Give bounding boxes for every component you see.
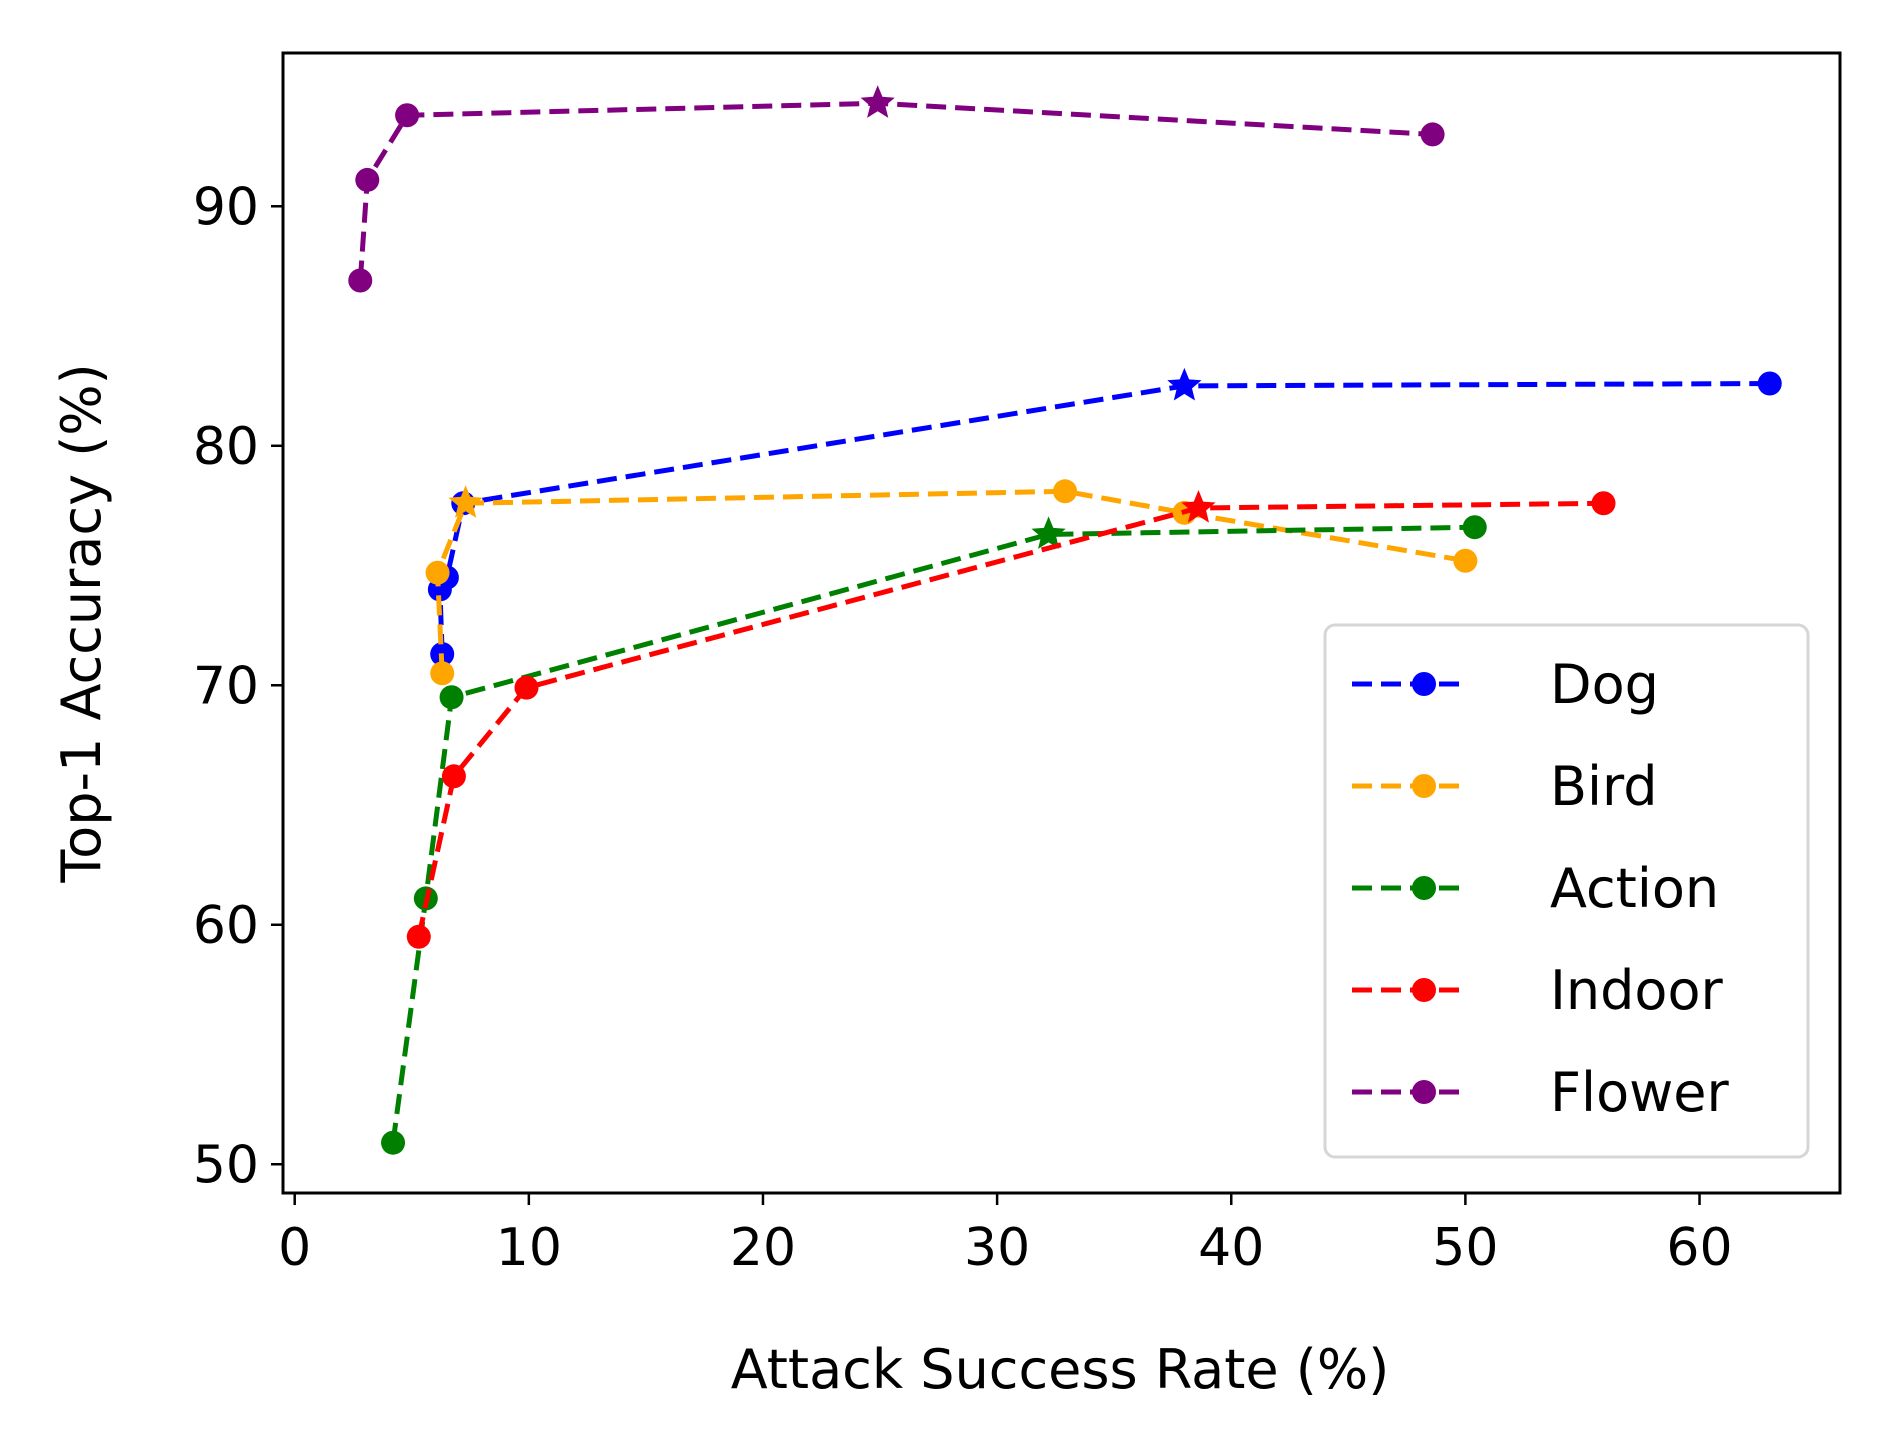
legend: Dog Bird Action Indoor Flower (1323, 623, 1810, 1159)
data-point-action (1462, 515, 1487, 540)
data-point-star-dog (1167, 367, 1202, 401)
legend-marker-action (1412, 876, 1436, 900)
y-axis-label: Top-1 Accuracy (%) (50, 363, 113, 883)
x-tick-label: 20 (730, 1218, 796, 1278)
data-point-indoor (441, 764, 466, 789)
legend-label-flower: Flower (1550, 1061, 1729, 1124)
data-point-indoor (1591, 491, 1616, 516)
series-layer (348, 85, 1782, 1155)
data-point-bird (1053, 479, 1078, 504)
y-tick-label: 90 (193, 177, 259, 237)
data-point-flower (395, 103, 420, 128)
legend-label-bird: Bird (1550, 755, 1658, 818)
y-tick-label: 50 (193, 1135, 259, 1195)
plot-frame (281, 51, 1842, 1195)
data-point-action (381, 1130, 406, 1155)
series-line-flower (357, 100, 1433, 281)
series-line-bird (435, 488, 1466, 674)
x-tick-label: 60 (1666, 1218, 1732, 1278)
series-line-action (390, 524, 1475, 1144)
data-point-dog (1757, 371, 1782, 396)
data-point-bird (1453, 548, 1478, 573)
legend-label-indoor: Indoor (1550, 959, 1724, 1022)
x-tick-label: 50 (1432, 1218, 1498, 1278)
data-point-action (439, 685, 464, 710)
y-tick-label: 70 (193, 656, 259, 716)
series-line-dog (437, 381, 1770, 655)
x-tick-label: 10 (496, 1218, 562, 1278)
data-point-star-action (1031, 516, 1066, 549)
data-point-star-bird (448, 485, 483, 518)
legend-marker-flower (1412, 1080, 1436, 1104)
legend-box (1323, 623, 1810, 1159)
legend-label-dog: Dog (1550, 653, 1659, 716)
x-tick-label: 40 (1198, 1218, 1264, 1278)
legend-label-action: Action (1550, 857, 1719, 920)
legend-marker-bird (1412, 774, 1436, 798)
x-tick-label: 30 (964, 1218, 1030, 1278)
x-tick-label: 0 (278, 1218, 311, 1278)
data-point-star-flower (860, 85, 895, 118)
data-point-flower (1420, 122, 1445, 147)
data-point-indoor (514, 675, 539, 700)
y-tick-label: 80 (193, 417, 259, 477)
x-axis-ticks: 0 10 20 30 40 50 60 (278, 1193, 1733, 1278)
legend-marker-dog (1412, 672, 1436, 696)
x-axis-label: Attack Success Rate (%) (731, 1338, 1390, 1401)
data-point-flower (348, 268, 373, 293)
data-point-bird (430, 661, 455, 686)
legend-marker-indoor (1412, 978, 1436, 1002)
y-axis-ticks: 50 60 70 80 90 (193, 177, 283, 1195)
data-point-indoor (406, 924, 431, 949)
data-point-flower (355, 167, 380, 192)
data-point-star-indoor (1181, 490, 1216, 523)
y-tick-label: 60 (193, 896, 259, 956)
data-point-bird (425, 560, 450, 585)
